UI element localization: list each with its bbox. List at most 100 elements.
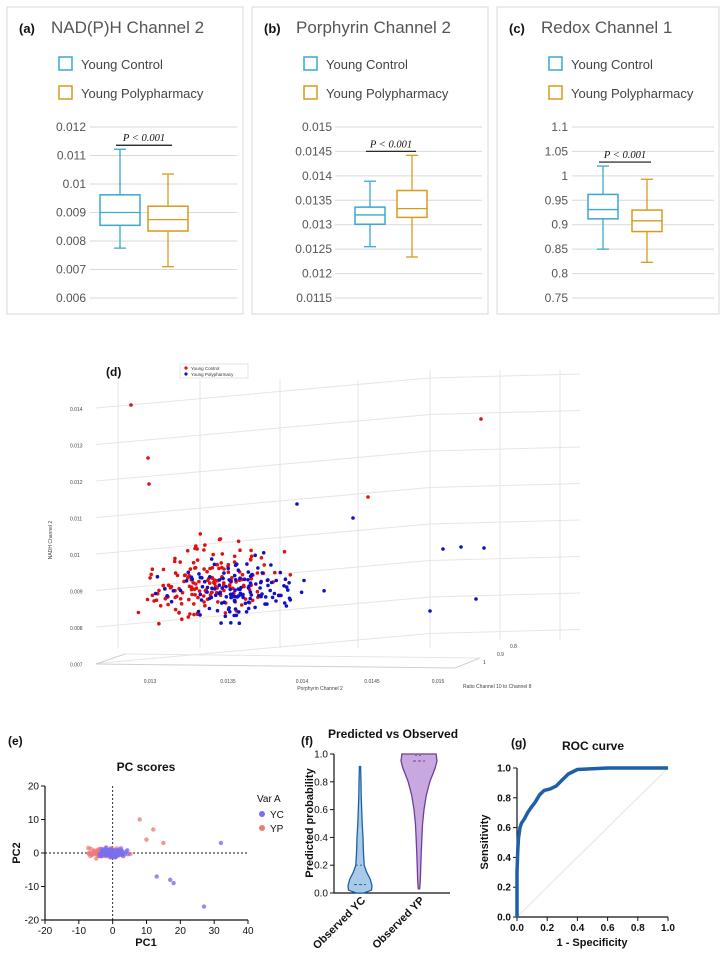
y-axis-label: PC2 — [11, 842, 23, 863]
y-tick-label: 0.009 — [56, 206, 86, 220]
point-poly — [244, 610, 249, 614]
z-tick-label: 0.014 — [70, 407, 83, 413]
point-control — [197, 579, 201, 584]
point-poly — [268, 588, 273, 593]
gridline — [429, 410, 581, 415]
legend-swatch-control — [303, 56, 318, 71]
gridline — [95, 560, 431, 591]
y-tick-label: 0.0 — [314, 889, 328, 900]
chart-title: PC scores — [117, 760, 176, 774]
panel-title: Porphyrin Channel 2 — [296, 18, 451, 37]
point-control — [236, 539, 241, 544]
floor-edge — [124, 653, 481, 659]
point-control — [226, 570, 231, 574]
point-control — [239, 603, 244, 607]
legend-box — [179, 363, 249, 379]
gridline — [429, 483, 581, 488]
panel-a-frame — [6, 6, 244, 315]
y-tick-label: 0.007 — [56, 263, 86, 277]
boxplot-panel-3: (c) Redox Channel 1 Young Control Young Pol… — [509, 18, 714, 305]
point-poly — [322, 589, 326, 593]
point-control — [173, 595, 177, 600]
x-tick-label: 20 — [175, 926, 187, 937]
y-tick-label: 0.0145 — [295, 144, 332, 158]
point-yc — [154, 874, 159, 879]
gridline — [95, 633, 431, 664]
legend-swatch-poly — [303, 85, 318, 100]
point-control — [191, 560, 196, 565]
point-yc — [218, 840, 224, 846]
point-control — [202, 567, 206, 571]
y-tick-label: 0.012 — [56, 120, 86, 134]
point-control — [173, 556, 177, 561]
point-control — [219, 561, 223, 565]
y-tick-label: 0.013 — [302, 218, 332, 232]
y-axis-label: Predicted probability — [304, 767, 316, 877]
point-poly — [232, 573, 237, 578]
point-control — [145, 597, 150, 602]
point-control — [208, 566, 212, 571]
point-poly — [246, 570, 251, 574]
point-poly — [171, 589, 176, 593]
point-poly — [212, 562, 217, 567]
x-tick-label: 0.013 — [144, 679, 157, 685]
point-poly — [228, 587, 232, 592]
point-poly — [189, 575, 194, 579]
y-tick-label: 0.014 — [302, 169, 332, 183]
gridline — [429, 556, 581, 561]
point-poly — [210, 586, 214, 591]
point-control — [216, 600, 220, 604]
point-yc — [118, 846, 124, 851]
point-control — [203, 603, 207, 608]
point-poly — [253, 553, 257, 558]
point-poly — [246, 606, 251, 611]
point-yc — [111, 852, 117, 857]
box-poly — [396, 154, 428, 258]
point-control — [241, 583, 246, 588]
x-axis-label: PC1 — [135, 937, 156, 949]
gridline — [95, 487, 431, 518]
legend-swatch-control — [58, 56, 73, 71]
legend-label-poly: Young Polypharmacy — [326, 86, 449, 101]
point-poly — [237, 610, 241, 614]
y-tick-label: 0.8 — [510, 644, 517, 650]
point-poly — [286, 588, 290, 592]
point-control — [232, 554, 237, 559]
point-control — [249, 548, 253, 553]
pvalue-label: P < 0.001 — [603, 150, 646, 161]
point-poly — [186, 570, 191, 575]
y-tick-label: 0.0 — [497, 913, 511, 924]
point-poly — [482, 546, 486, 550]
legend-swatch-control — [548, 56, 563, 71]
y-tick-label: -10 — [25, 882, 40, 893]
legend-label-control: Young Control — [326, 57, 408, 72]
x-tick-label: 0.6 — [601, 923, 615, 934]
point-control — [220, 552, 225, 556]
y-tick-label: 1.0 — [314, 750, 328, 761]
point-control — [259, 556, 264, 560]
point-control — [198, 532, 203, 536]
point-poly — [229, 621, 233, 625]
y-tick-label: 0.0125 — [295, 242, 332, 256]
panel-letter: (c) — [509, 21, 525, 36]
point-control — [273, 570, 277, 575]
panel-b-frame — [251, 6, 489, 315]
point-control — [175, 573, 180, 578]
point-poly — [284, 585, 289, 589]
point-poly — [205, 585, 210, 590]
point-control — [190, 592, 194, 597]
point-poly — [274, 578, 279, 583]
scatter3d-grid — [95, 370, 581, 669]
point-control — [238, 548, 242, 552]
y-axis-label: Sensitivity — [479, 814, 491, 870]
x-tick-label: -10 — [72, 926, 87, 937]
point-yp — [151, 827, 156, 832]
point-control — [227, 584, 232, 588]
y-tick-label: 0.2 — [497, 883, 511, 894]
point-control — [186, 615, 191, 619]
point-poly — [230, 592, 235, 596]
point-poly — [270, 595, 275, 600]
point-control — [178, 597, 183, 601]
point-poly — [248, 574, 253, 579]
point-poly — [248, 581, 253, 585]
